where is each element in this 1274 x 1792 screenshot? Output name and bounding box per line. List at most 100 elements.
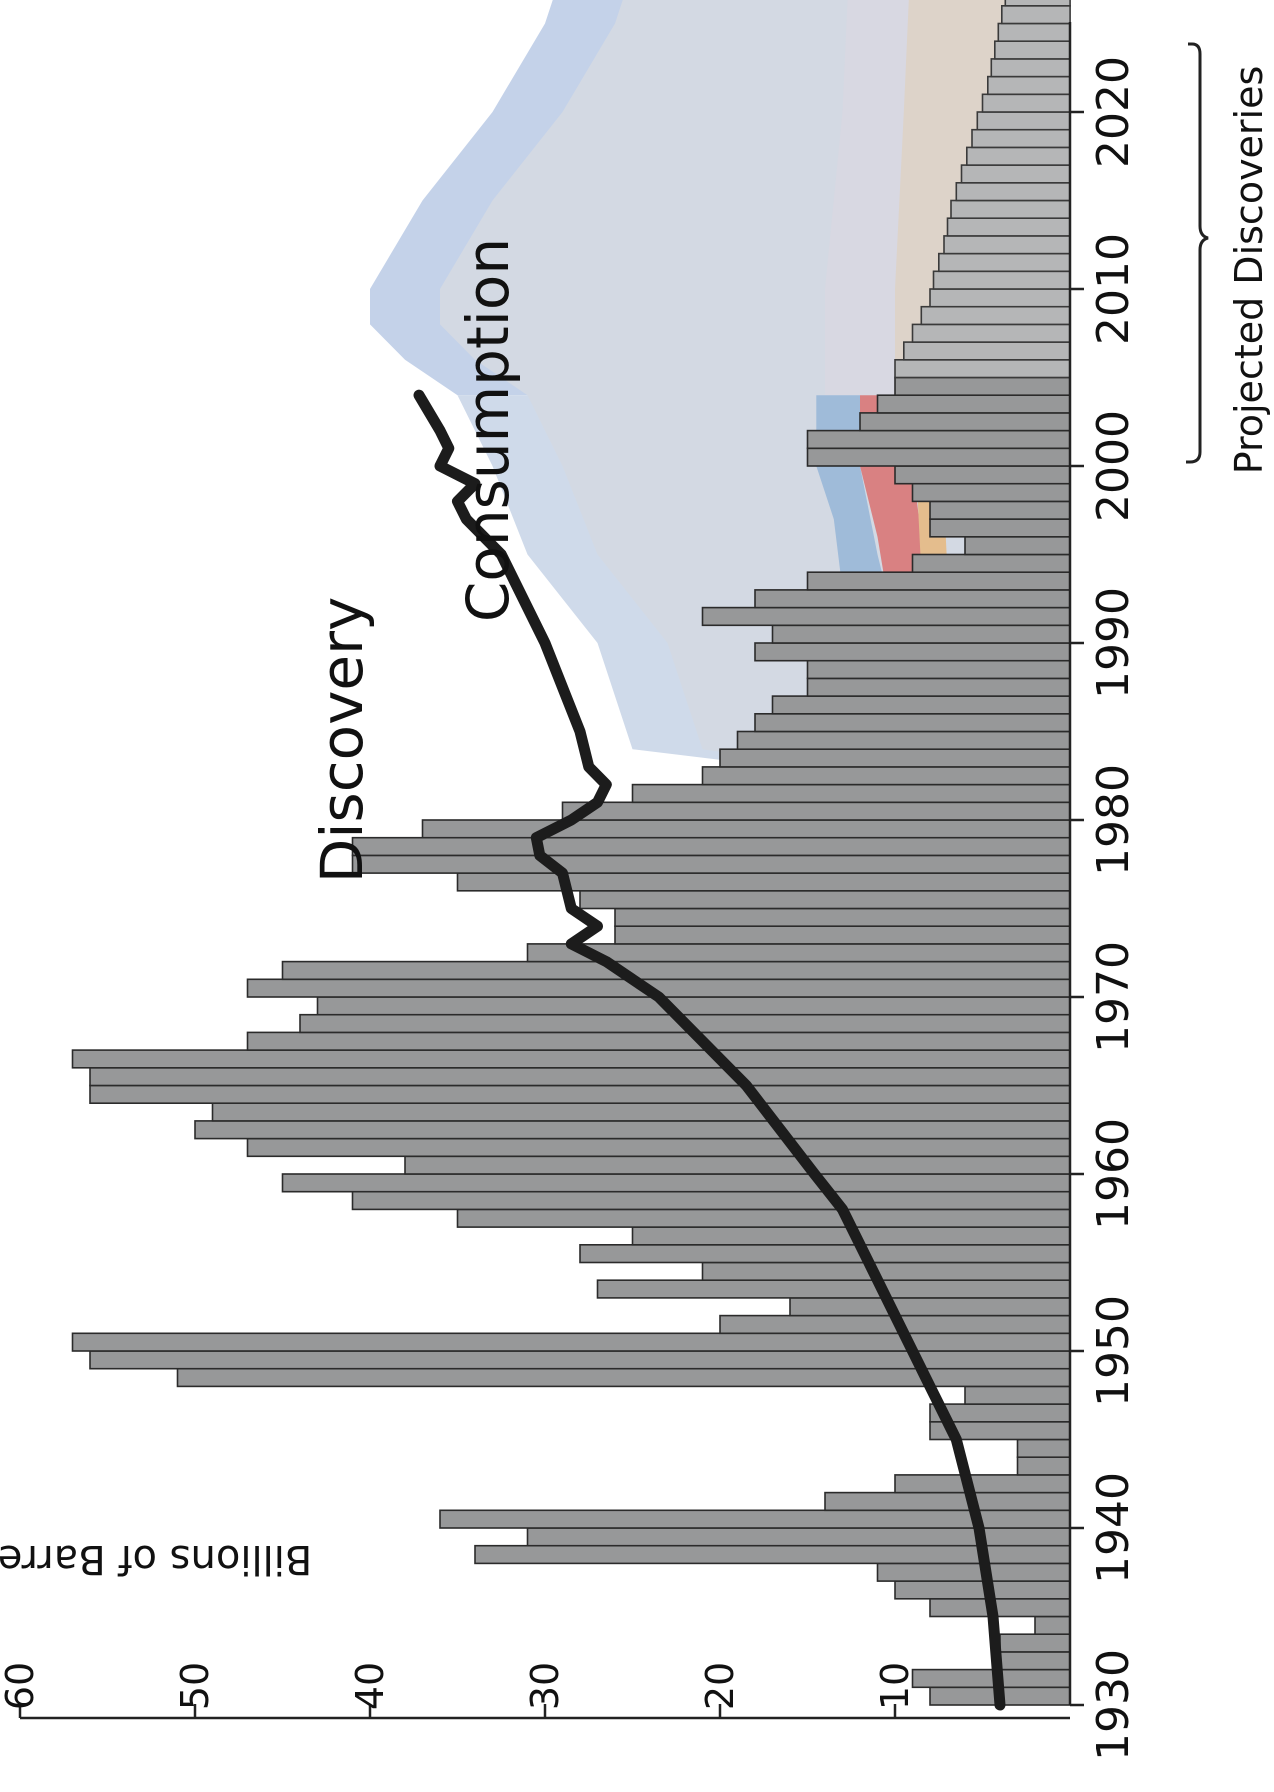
value-tick-label: 20 xyxy=(698,1662,742,1710)
year-tick-label: 1940 xyxy=(1088,1472,1139,1584)
discovery-bar-1965 xyxy=(89,1067,1071,1087)
value-tick-label: 40 xyxy=(348,1662,392,1710)
discovery-bar-1943 xyxy=(1016,1456,1071,1476)
discovery-bar-1953 xyxy=(596,1279,1071,1299)
discovery-bar-2002 xyxy=(859,412,1071,432)
projected-bar-2005 xyxy=(894,358,1071,379)
discovery-bar-1959 xyxy=(281,1173,1071,1193)
discovery-bar-1977 xyxy=(351,854,1071,874)
projected-bar-2023 xyxy=(993,40,1071,60)
year-tick-label: 2020 xyxy=(1088,56,1139,168)
projected-bar-2026 xyxy=(1004,0,1071,7)
discovery-bar-1996 xyxy=(929,518,1071,538)
discovery-bar-1995 xyxy=(964,535,1071,556)
discovery-bar-1992 xyxy=(754,589,1071,609)
projected-bar-2015 xyxy=(955,182,1071,202)
projected-bar-2011 xyxy=(937,252,1071,273)
discovery-bar-1986 xyxy=(771,695,1071,715)
projected-bar-2025 xyxy=(1000,5,1071,25)
discovery-bar-1963 xyxy=(211,1102,1071,1122)
projected-bar-2007 xyxy=(911,323,1071,343)
discovery-bar-2001 xyxy=(806,429,1071,450)
discovery-bar-1961 xyxy=(246,1137,1071,1158)
discovery-bar-1997 xyxy=(929,500,1071,520)
projected-bar-2014 xyxy=(950,199,1071,220)
discovery-bar-1971 xyxy=(281,960,1071,981)
projected-bar-2024 xyxy=(997,22,1071,43)
projected-bar-2012 xyxy=(943,235,1071,255)
year-tick-label: 2000 xyxy=(1088,410,1139,522)
projected-bar-2019 xyxy=(976,111,1071,131)
discovery-bar-1955 xyxy=(579,1244,1071,1264)
axes: 10 20 30 40 50 60 1930 1940 1950 1960 1970 1980 1990… xyxy=(0,22,1139,1761)
discovery-bar-1933 xyxy=(999,1633,1071,1653)
discovery-bar-1994 xyxy=(911,553,1071,574)
discovery-bar-1974 xyxy=(614,907,1071,928)
discovery-bar-1967 xyxy=(246,1031,1071,1051)
discovery-bar-1957 xyxy=(456,1208,1071,1228)
projected-bar-2013 xyxy=(946,217,1071,237)
projected-bar-2016 xyxy=(960,164,1071,184)
projected-discoveries-label: Projected Discoveries xyxy=(1227,66,1271,475)
projected-bar-2017 xyxy=(965,146,1071,166)
discovery-bar-1939 xyxy=(526,1527,1071,1547)
discovery-bar-1944 xyxy=(1016,1438,1071,1459)
discovery-bar-1941 xyxy=(824,1491,1071,1512)
projected-bar-2010 xyxy=(932,270,1071,290)
discovery-bar-1979 xyxy=(421,819,1071,839)
discovery-bar-1962 xyxy=(194,1120,1071,1140)
projected-bar-2021 xyxy=(986,75,1071,96)
projected-bar-2006 xyxy=(902,341,1071,361)
year-tick-label: 1990 xyxy=(1088,587,1139,699)
discovery-bar-1993 xyxy=(806,571,1071,591)
year-tick-label: 1980 xyxy=(1088,764,1139,876)
discovery-bar-1998 xyxy=(911,482,1071,503)
discovery-bar-1969 xyxy=(316,996,1071,1016)
discovery-bar-1973 xyxy=(614,925,1071,945)
discovery-bar-1976 xyxy=(456,872,1071,892)
discovery-bar-1958 xyxy=(351,1190,1071,1211)
discovery-bar-1947 xyxy=(964,1385,1071,1405)
discovery-bar-1950 xyxy=(71,1332,1071,1352)
discovery-bar-1981 xyxy=(631,783,1071,804)
discovery-bars xyxy=(71,0,1071,1706)
value-tick-label: 30 xyxy=(523,1662,567,1710)
value-tick-label: 10 xyxy=(873,1662,917,1710)
year-tick-label: 1970 xyxy=(1088,941,1139,1053)
discovery-bar-1975 xyxy=(579,889,1071,910)
value-tick-label: 50 xyxy=(173,1662,217,1710)
discovery-bar-1960 xyxy=(404,1155,1071,1175)
consumption-line-layer xyxy=(413,389,1006,1711)
discovery-bar-1964 xyxy=(89,1084,1071,1105)
projected-bar-2009 xyxy=(929,288,1071,308)
discovery-bar-2004 xyxy=(894,376,1071,397)
y-axis-title: Billions of Barrels/Year xyxy=(0,1536,312,1582)
discovery-bar-1982 xyxy=(701,766,1071,786)
discovery-bar-1937 xyxy=(876,1562,1071,1582)
projected-bar-2018 xyxy=(971,128,1071,149)
discovery-bar-1985 xyxy=(754,712,1071,733)
discovery-bar-1990 xyxy=(771,624,1071,644)
discovery-annotation: Discovery xyxy=(308,597,376,884)
projected-bar-2022 xyxy=(990,58,1071,78)
projected-bar-2020 xyxy=(981,93,1071,113)
discovery-bar-2003 xyxy=(876,394,1071,414)
discovery-bar-1983 xyxy=(719,748,1071,768)
discovery-bar-1966 xyxy=(71,1049,1071,1069)
discovery-bar-1952 xyxy=(789,1297,1071,1317)
discovery-bar-1980 xyxy=(561,801,1071,821)
projected-bar-2008 xyxy=(920,305,1071,326)
discovery-bar-1934 xyxy=(1034,1615,1071,1636)
discovery-bar-1984 xyxy=(736,730,1071,751)
consumption-line xyxy=(413,389,1006,1711)
discovery-bar-1948 xyxy=(176,1367,1071,1388)
discovery-bar-1988 xyxy=(806,659,1071,680)
year-tick-label: 2010 xyxy=(1088,233,1139,345)
labels: Billions of Barrels/Year Discovery Consu… xyxy=(0,42,1271,1582)
consumption-annotation: Consumption xyxy=(454,238,522,622)
discovery-bar-1987 xyxy=(806,677,1071,697)
discovery-bar-1999 xyxy=(894,465,1071,485)
value-tick-label: 60 xyxy=(0,1662,42,1710)
year-tick-label: 1930 xyxy=(1088,1649,1139,1761)
